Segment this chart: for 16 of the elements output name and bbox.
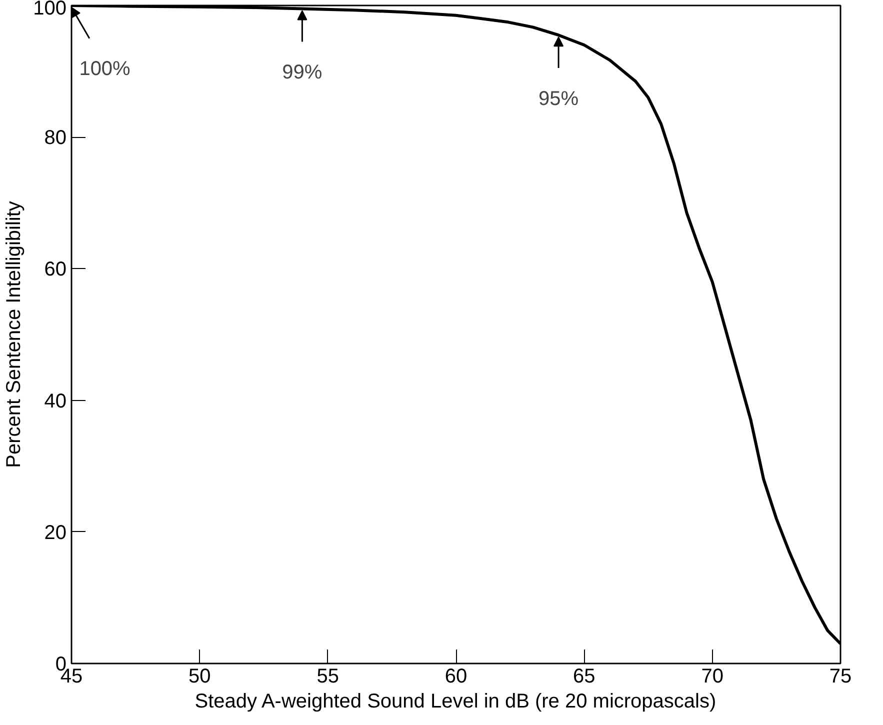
x-tick-label: 75 xyxy=(829,666,852,688)
y-tick-label: 80 xyxy=(44,127,67,150)
y-axis-title: Percent Sentence Intelligibility xyxy=(3,201,26,468)
x-tick-label: 60 xyxy=(444,666,468,688)
x-tick-label: 65 xyxy=(573,666,596,688)
annotation: 95% xyxy=(538,88,579,110)
x-tick-label: 70 xyxy=(701,666,724,688)
y-tick-label: 20 xyxy=(44,522,67,544)
y-tick-label: 60 xyxy=(44,258,67,281)
annotation: 99% xyxy=(282,61,322,84)
y-tick-label: 40 xyxy=(44,390,67,412)
x-axis-title: Steady A-weighted Sound Level in dB (re 20 micropascals) xyxy=(194,690,716,712)
x-tick-label: 50 xyxy=(188,666,211,688)
annotation: 100% xyxy=(79,58,131,80)
x-tick-label: 55 xyxy=(316,666,339,688)
y-tick-label: 100 xyxy=(33,0,67,20)
